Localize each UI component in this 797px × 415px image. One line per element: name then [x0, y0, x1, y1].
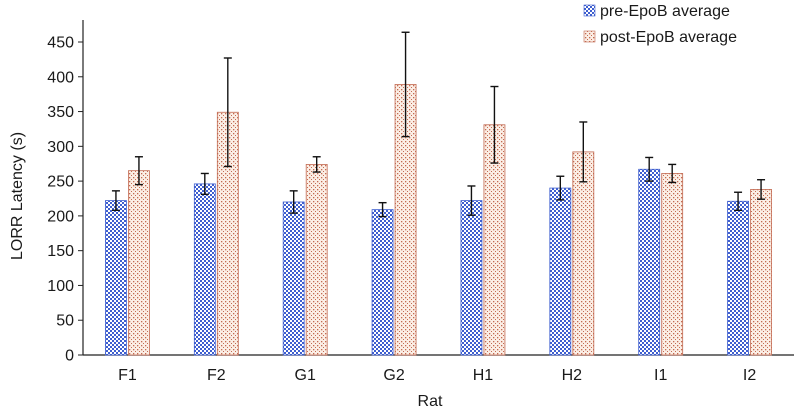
bar-pre-F1	[105, 200, 127, 356]
legend-swatch-post	[583, 30, 596, 43]
y-tick-label: 100	[47, 278, 74, 295]
y-tick-label: 300	[47, 139, 74, 156]
x-tick-label: F2	[207, 367, 226, 384]
bar-pre-H1	[460, 200, 483, 356]
x-tick-label: H2	[562, 367, 583, 384]
bar-pre-F2	[193, 183, 216, 356]
y-tick-label: 250	[47, 174, 74, 191]
y-tick-label: 400	[47, 69, 74, 86]
x-tick-label: F1	[118, 367, 137, 384]
bar-pre-H2	[549, 187, 572, 356]
y-tick-label: 350	[47, 104, 74, 121]
bar-pre-G1	[282, 201, 305, 356]
x-tick-label: G2	[383, 367, 404, 384]
bar-post-F1	[128, 170, 150, 356]
plot-area: 0 50 100 150 200 250 300 350 400 450 F1 F2 G1 G2 H1 H2 I…	[47, 20, 794, 384]
bar-pre-I1	[638, 168, 661, 356]
y-tick-label: 450	[47, 35, 74, 52]
bar-pre-G2	[371, 209, 394, 356]
x-axis-label: Rat	[418, 393, 443, 410]
x-tick-label: G1	[295, 367, 316, 384]
legend-label-pre: pre-EpoB average	[600, 3, 730, 20]
legend-label-post: post-EpoB average	[600, 29, 737, 46]
legend-swatch-pre	[583, 4, 596, 17]
y-axis-label: LORR Latency (s)	[9, 132, 26, 260]
bar-post-I1	[661, 173, 684, 356]
x-tick-label: I2	[743, 367, 756, 384]
y-tick-label: 200	[47, 208, 74, 225]
legend: pre-EpoB average post-EpoB average	[583, 3, 737, 46]
bar-post-I2	[750, 189, 772, 356]
bar-pre-I2	[727, 200, 749, 356]
x-tick-label: I1	[654, 367, 667, 384]
y-tick-label: 50	[56, 313, 74, 330]
x-tick-label: H1	[473, 367, 494, 384]
y-tick-label: 0	[65, 348, 74, 365]
bar-post-G1	[305, 164, 328, 356]
y-tick-label: 150	[47, 243, 74, 260]
